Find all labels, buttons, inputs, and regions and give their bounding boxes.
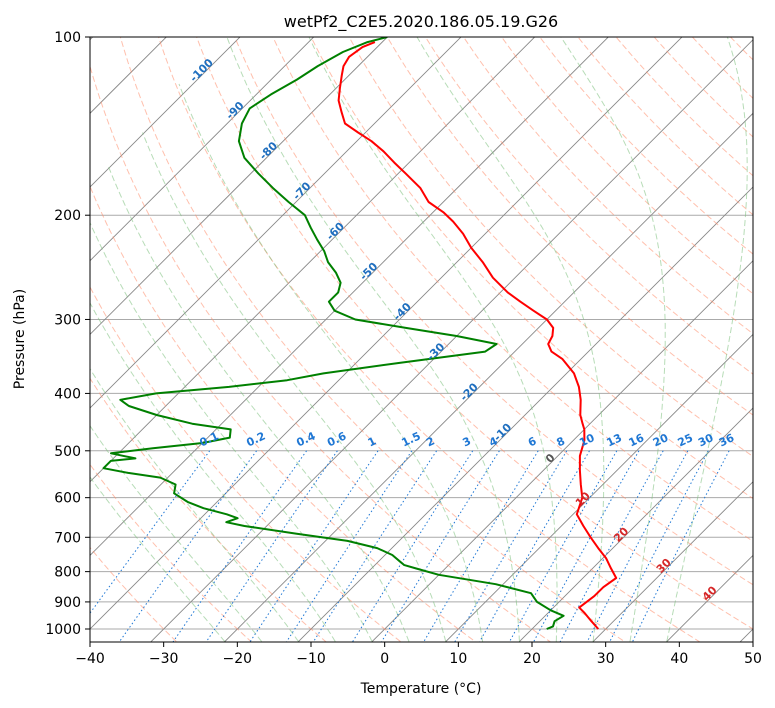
y-tick-label: 300: [54, 312, 81, 328]
isotherm-line: [518, 407, 753, 642]
mixing-ratio-line: [380, 450, 500, 642]
mixing-ratio-line: [478, 450, 590, 642]
y-tick-label: 200: [54, 208, 81, 224]
mixing-ratio-line: [609, 450, 709, 642]
x-tick-label: 20: [523, 651, 541, 667]
mixing-ratio-line: [559, 450, 664, 642]
mixing-ratio-line: [118, 450, 258, 642]
mixing-ratio-line: [249, 450, 379, 642]
mixing-ratio-label: 20: [651, 431, 671, 449]
dry-adiabat: [158, 37, 701, 642]
mixing-ratio-label: 10: [577, 431, 597, 449]
isotherm-line: [90, 37, 315, 262]
moist-adiabat: [90, 424, 262, 642]
mixing-ratio-line: [423, 450, 539, 642]
x-tick-label: 10: [449, 651, 467, 667]
isotherm-line: [297, 186, 753, 642]
isotherm-line: [90, 37, 683, 630]
dry-adiabat: [310, 37, 753, 500]
moist-adiabat: [666, 37, 748, 642]
x-tick-label: −30: [149, 651, 179, 667]
moist-adiabat: [308, 37, 558, 642]
y-tick-label: 500: [54, 444, 81, 460]
x-tick-label: 40: [670, 651, 688, 667]
mixing-ratio-line: [351, 450, 474, 642]
x-tick-label: −10: [296, 651, 326, 667]
dry-adiabat: [90, 286, 402, 642]
y-tick-label: 800: [54, 565, 81, 581]
x-tick-label: −40: [75, 651, 105, 667]
moist-adiabat: [226, 37, 520, 642]
moist-adiabat: [90, 476, 226, 642]
moist-adiabat: [90, 301, 336, 642]
mixing-ratio-line: [586, 450, 689, 642]
isotherm-line: [90, 37, 609, 557]
y-axis-label: Pressure (hPa): [12, 289, 28, 389]
x-tick-label: 0: [380, 651, 389, 667]
mixing-ratio-label: 30: [696, 431, 716, 449]
isotherm-line: [444, 333, 753, 642]
isotherm-line: [90, 37, 536, 483]
moist-adiabat: [90, 221, 373, 642]
axis-layer: −40 −30 −20 −10 0 10 20 30 40 50 100 200 300 400 500 60…: [45, 30, 762, 667]
isotherm-line: [223, 112, 753, 642]
moist-adiabat: [416, 37, 605, 642]
y-tick-label: 700: [54, 530, 81, 546]
moist-adiabat: [107, 165, 410, 642]
mixing-ratio-label: 36: [717, 431, 737, 449]
isotherm-line: [90, 37, 462, 409]
dry-adiabat: [90, 185, 477, 642]
dry-adiabat: [348, 37, 753, 458]
moist-adiabat: [142, 132, 447, 642]
moist-adiabat: [560, 37, 666, 642]
dry-adiabat: [272, 37, 753, 542]
dry-adiabat: [386, 37, 753, 416]
y-tick-label: 400: [54, 386, 81, 402]
y-tick-label: 600: [54, 491, 81, 507]
mixing-ratio-line: [532, 450, 640, 642]
mixing-ratio-label: 13: [605, 431, 624, 449]
y-tick-label: 900: [54, 595, 81, 611]
mixing-ratio-line: [454, 450, 568, 642]
dry-adiabat: [577, 37, 753, 216]
isotherm-line: [150, 39, 753, 642]
mixing-ratio-label: 25: [676, 431, 695, 449]
dry-adiabat: [196, 37, 753, 630]
mixing-ratio-line: [172, 450, 308, 642]
profile-layer: [102, 37, 618, 630]
isotherm-line: [90, 37, 388, 335]
mixing-ratio-line: [508, 450, 618, 642]
moist-adiabat: [90, 367, 299, 642]
x-tick-label: −20: [223, 651, 253, 667]
isotherm-line: [371, 260, 753, 642]
x-tick-label: 50: [744, 651, 762, 667]
dry-adiabat: [501, 37, 753, 295]
x-axis-label: Temperature (°C): [360, 681, 482, 697]
dry-adiabat: [90, 463, 253, 642]
plot-frame: [89, 36, 754, 643]
isotherm-line: [90, 37, 241, 188]
x-tick-label: 30: [597, 651, 615, 667]
dry-adiabat: [90, 64, 552, 642]
dewpoint-profile-line: [102, 37, 565, 630]
mixing-ratio-line: [205, 450, 338, 642]
mixing-ratio-label: 16: [627, 431, 647, 449]
y-tick-label: 100: [54, 30, 81, 46]
dry-adiabat: [615, 37, 753, 177]
dry-adiabat: [462, 37, 753, 335]
temperature-profile-line: [337, 41, 618, 630]
grid-layer: [90, 37, 753, 642]
y-tick-label: 1000: [45, 622, 81, 638]
isotherm-line: [592, 481, 753, 642]
moist-adiabat: [178, 83, 484, 642]
chart-title: wetPf2_C2E5.2020.186.05.19.G26: [284, 12, 558, 32]
mixing-ratio-line: [631, 450, 730, 642]
